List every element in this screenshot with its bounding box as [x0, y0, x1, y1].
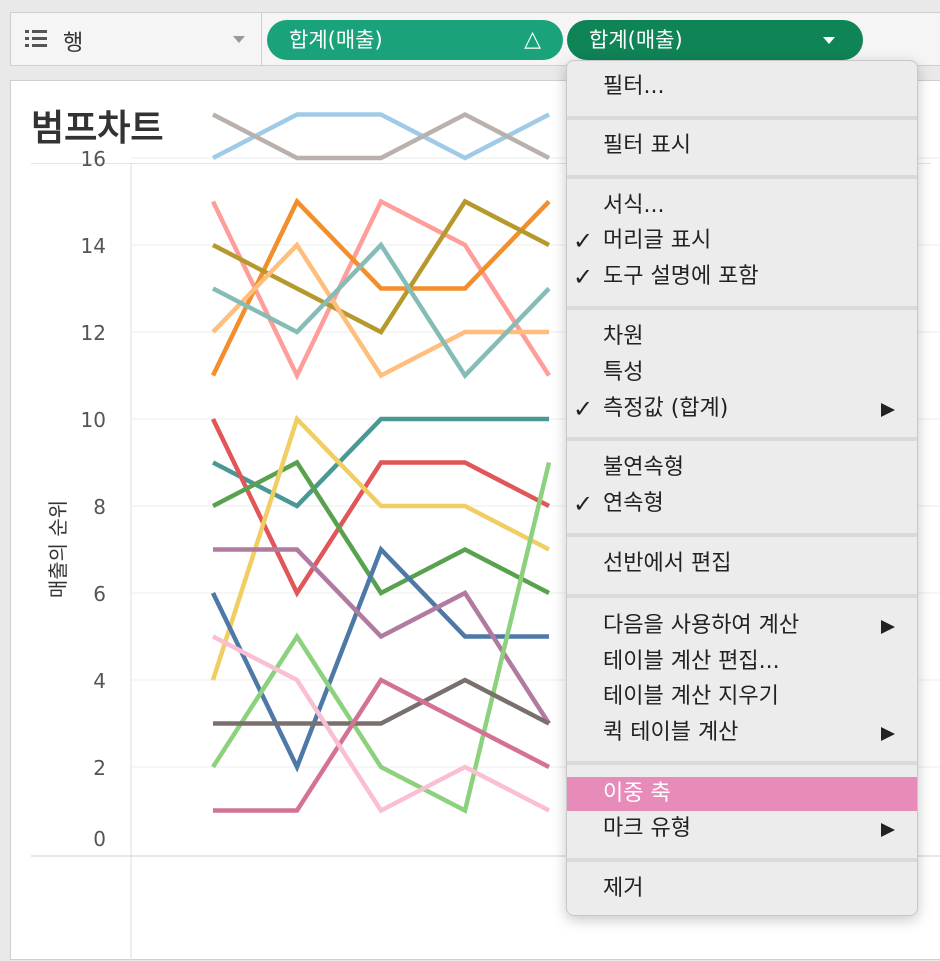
submenu-arrow-icon [881, 403, 895, 417]
menu-separator [567, 116, 917, 120]
menu-item[interactable]: 필터 표시 [567, 129, 917, 163]
series-line-2 [211, 111, 551, 161]
rows-shelf: 행 합계(매출) △ 합계(매출) [10, 12, 940, 66]
series-line-1 [211, 112, 551, 161]
menu-item[interactable]: 테이블 계산 지우기 [567, 680, 917, 714]
menu-item[interactable]: 서식... [567, 189, 917, 223]
menu-item-label: 퀵 테이블 계산 [603, 720, 739, 745]
menu-item[interactable]: 테이블 계산 편집... [567, 645, 917, 679]
series-line-16 [213, 677, 551, 813]
menu-item-label: 불연속형 [603, 455, 684, 480]
menu-item[interactable]: ✓ 머리글 표시 [567, 224, 917, 258]
menu-item-label: 테이블 계산 편집... [603, 649, 780, 674]
shelf-dropdown-icon[interactable] [233, 36, 245, 43]
y-tick-label: 0 [93, 827, 106, 851]
y-tick-label: 6 [93, 582, 106, 606]
menu-item[interactable]: 특성 [567, 356, 917, 390]
measure-pill-2[interactable]: 합계(매출) [567, 20, 863, 60]
measure-pill-1[interactable]: 합계(매출) △ [267, 20, 563, 60]
menu-separator [567, 761, 917, 765]
series-line-6 [211, 241, 549, 379]
menu-item-label: 측정값 (합계) [603, 396, 729, 421]
checkmark-icon: ✓ [573, 395, 594, 423]
menu-item-label: 이중 축 [603, 781, 671, 806]
series-line-4 [210, 197, 551, 377]
y-tick-label: 16 [81, 147, 106, 171]
series-line-17 [211, 634, 551, 814]
menu-item-label: 마크 유형 [603, 816, 691, 841]
menu-item-label: 서식... [603, 193, 665, 218]
submenu-arrow-icon [881, 823, 895, 837]
y-tick-label: 8 [93, 495, 106, 519]
menu-separator [567, 533, 917, 537]
menu-separator [567, 175, 917, 179]
menu-item-label: 제거 [603, 876, 644, 901]
delta-icon: △ [524, 27, 541, 52]
menu-item-label: 도구 설명에 포함 [603, 264, 759, 289]
menu-item[interactable]: 퀵 테이블 계산 [567, 716, 917, 750]
menu-item[interactable]: 차원 [567, 320, 917, 354]
submenu-arrow-icon [881, 727, 895, 741]
series-line-10 [211, 459, 551, 596]
menu-item[interactable]: 제거 [567, 872, 917, 906]
menu-separator [567, 594, 917, 598]
checkmark-icon: ✓ [573, 263, 594, 291]
title-divider [31, 163, 931, 164]
y-tick-label: 12 [81, 321, 106, 345]
menu-item[interactable]: 필터... [567, 70, 917, 104]
y-tick-label: 14 [81, 234, 106, 258]
menu-item-label: 선반에서 편집 [603, 551, 732, 576]
series-line-9 [210, 418, 551, 598]
sheet-title: 범프차트 [31, 108, 164, 149]
menu-separator [567, 306, 917, 310]
menu-item-label: 차원 [603, 324, 644, 349]
menu-item-label: 필터 표시 [603, 133, 691, 158]
series-line-7 [211, 241, 551, 380]
menu-item-label: 연속형 [603, 491, 664, 516]
series-line-11 [210, 414, 551, 681]
menu-item[interactable]: ✓ 도구 설명에 포함 [567, 260, 917, 294]
menu-item[interactable]: ✓ 측정값 (합계) [567, 392, 917, 426]
y-tick-label: 2 [93, 756, 106, 780]
bump-chart: 0 2 4 6 8 10 12 14 16 18 매출의 순위 [31, 81, 940, 961]
menu-item-label: 다음을 사용하여 계산 [603, 613, 800, 638]
menu-item-label: 테이블 계산 지우기 [603, 684, 779, 709]
series-line-15 [213, 677, 551, 726]
pill-label: 합계(매출) [289, 28, 383, 52]
rows-list-icon [25, 30, 47, 47]
caret-down-icon[interactable] [823, 37, 835, 44]
menu-item-label: 머리글 표시 [603, 228, 712, 253]
checkmark-icon: ✓ [573, 490, 594, 518]
menu-item[interactable]: 선반에서 편집 [567, 547, 917, 581]
y-tick-label: 10 [81, 408, 106, 432]
menu-item[interactable]: 다음을 사용하여 계산 [567, 609, 917, 643]
y-tick-label: 4 [93, 669, 106, 693]
series-line-13 [213, 547, 551, 725]
menu-separator [567, 437, 917, 441]
y-axis-title: 매출의 순위 [46, 500, 70, 598]
submenu-arrow-icon [881, 620, 895, 634]
series-line-12 [210, 545, 549, 773]
rows-shelf-label: 행 [63, 31, 84, 56]
pill-label: 합계(매출) [589, 28, 683, 52]
menu-separator [567, 858, 917, 862]
menu-item[interactable]: 마크 유형 [567, 812, 917, 846]
menu-item[interactable]: 불연속형 [567, 451, 917, 485]
series-line-8 [211, 416, 549, 509]
menu-item-label: 특성 [603, 360, 644, 385]
checkmark-icon: ✓ [573, 227, 594, 255]
menu-item-label: 필터... [603, 74, 665, 99]
menu-item[interactable]: ✓ 연속형 [567, 487, 917, 521]
y-tick-label: 18 [81, 81, 106, 84]
rows-shelf-label-area[interactable]: 행 [11, 13, 262, 65]
menu-item[interactable]: 이중 축 [567, 777, 917, 811]
